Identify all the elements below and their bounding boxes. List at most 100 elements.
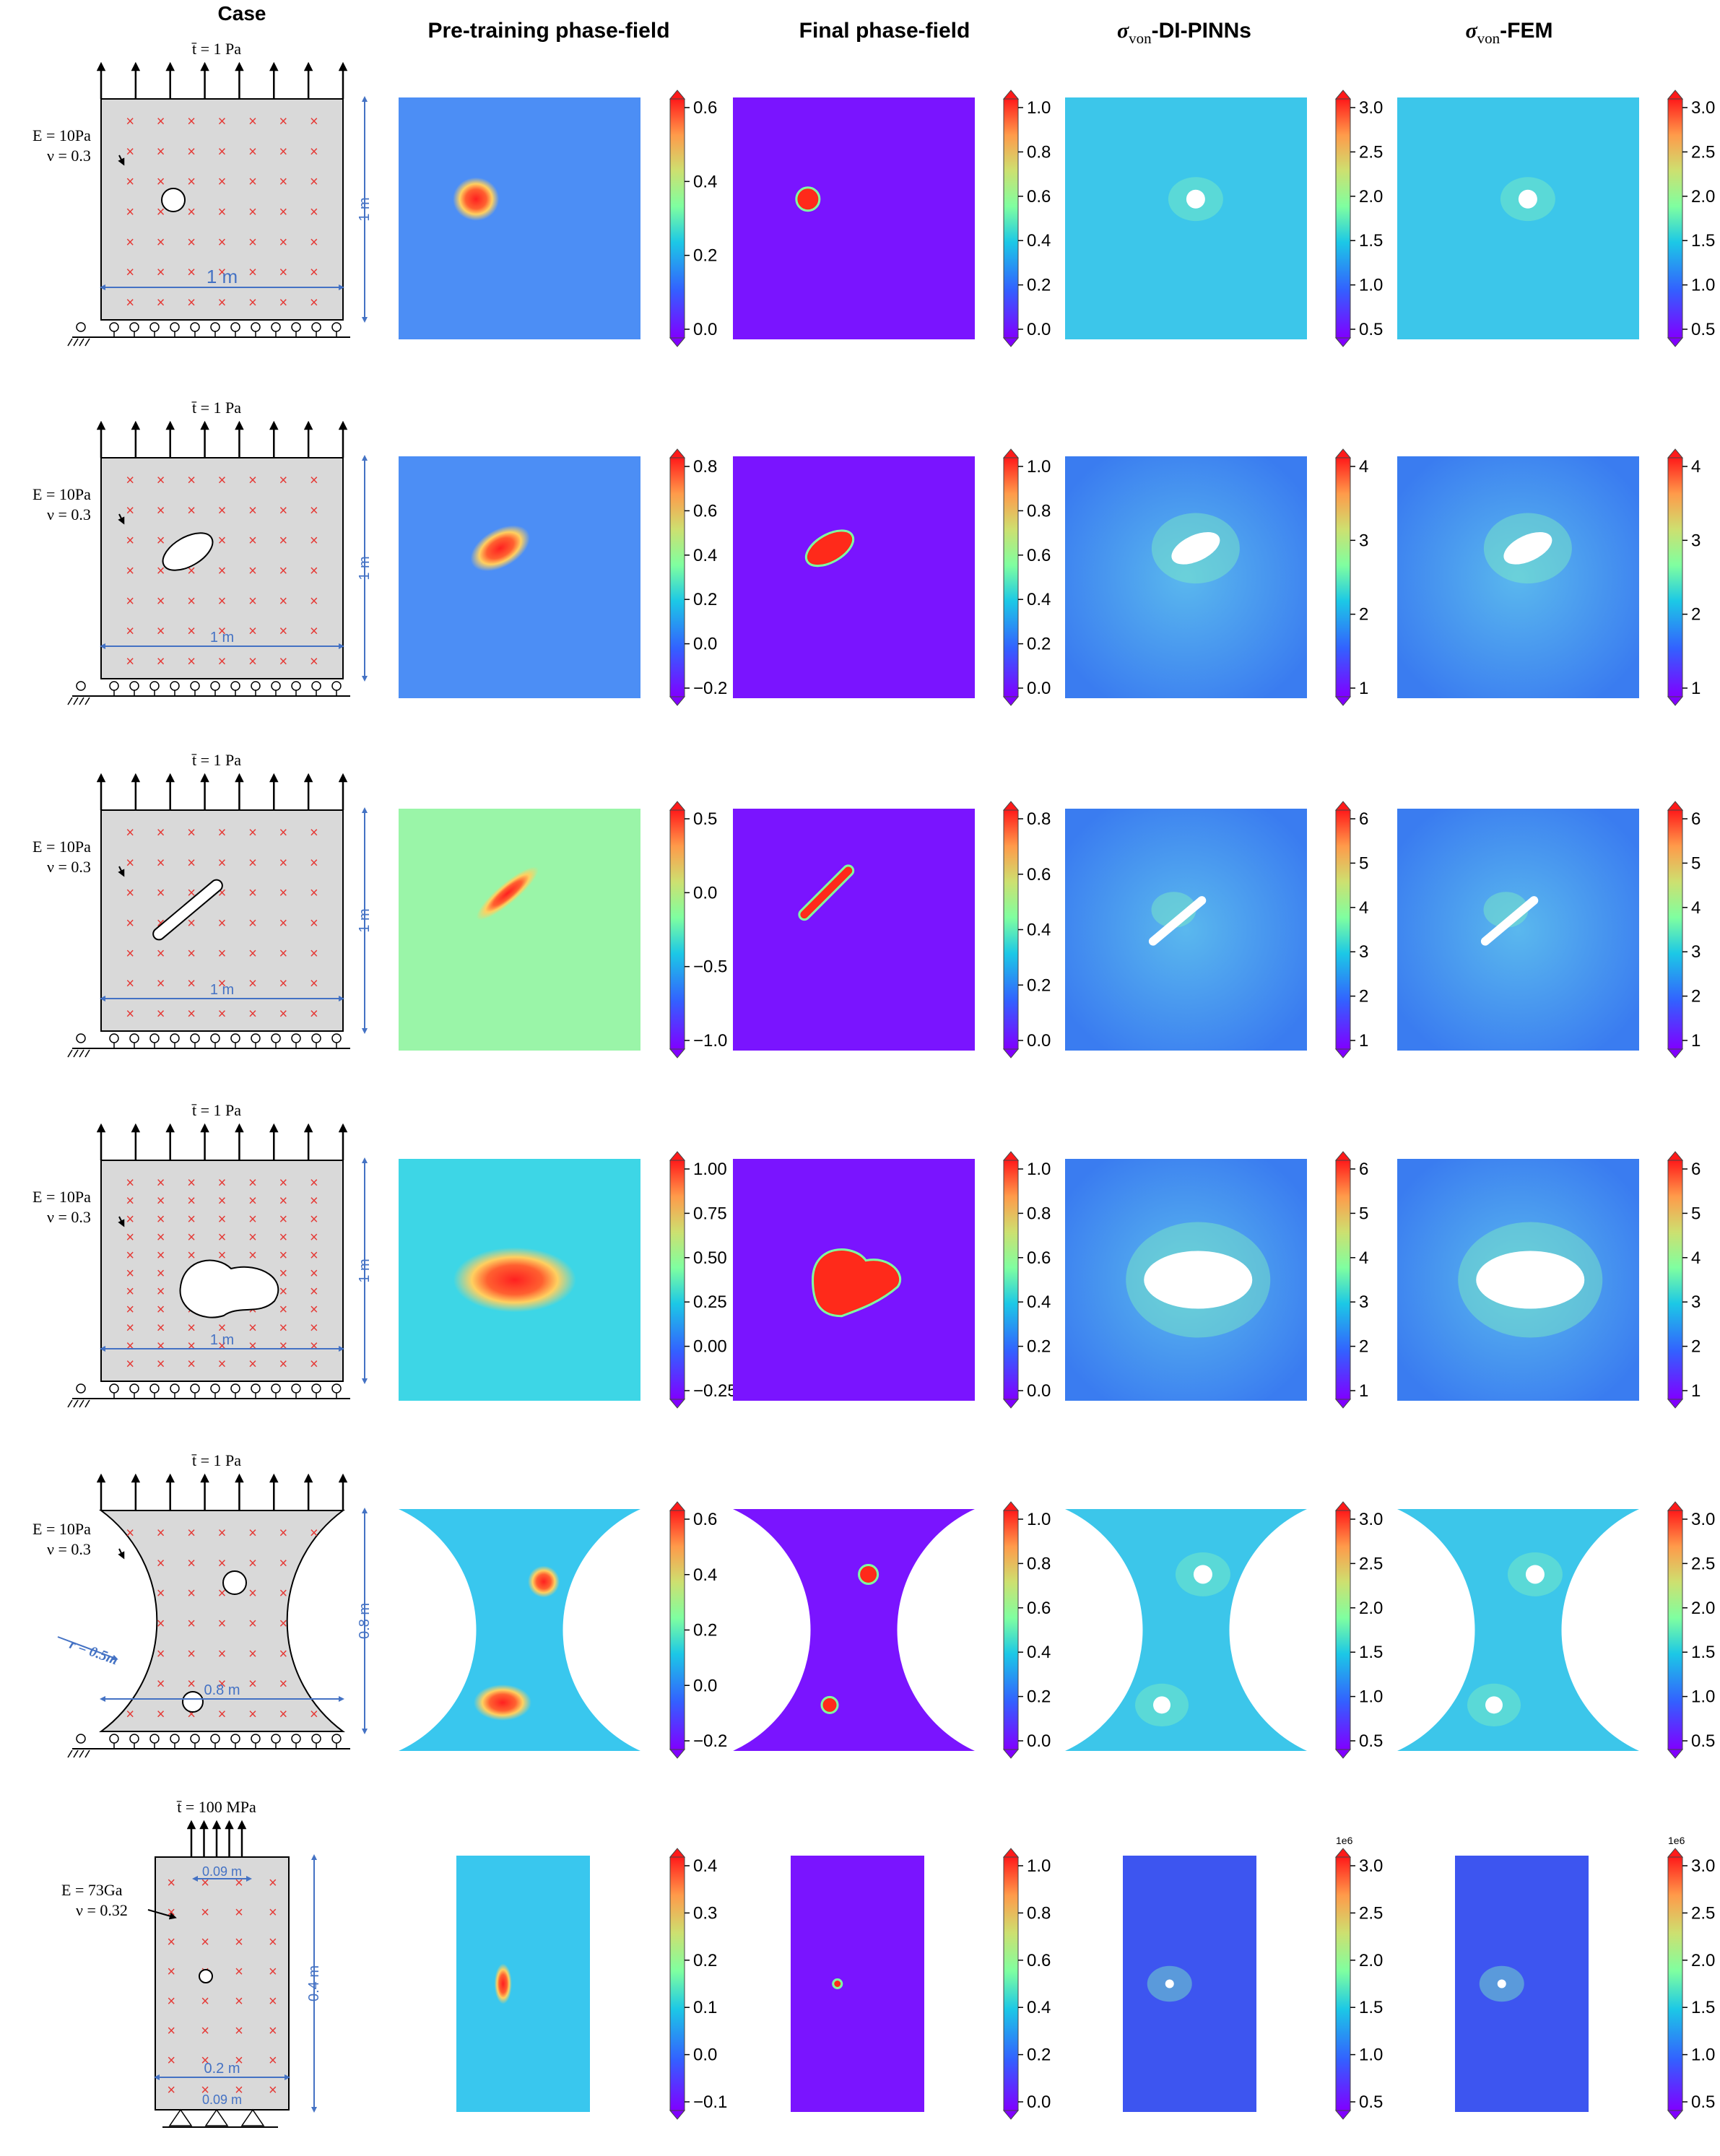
collocation-cross: × bbox=[187, 1248, 196, 1264]
collocation-cross: × bbox=[279, 1007, 288, 1022]
collocation-cross: × bbox=[279, 144, 288, 160]
colorbar-top-cap bbox=[1002, 448, 1020, 458]
damage-spot bbox=[528, 1565, 560, 1598]
roller-support bbox=[271, 1383, 281, 1394]
colorbar-tick-label: 0.0 bbox=[693, 320, 717, 339]
colorbar-tick-label: 0.1 bbox=[693, 1998, 717, 2017]
colorbar-tick-label: 6 bbox=[1691, 1160, 1701, 1179]
field-background bbox=[1123, 1856, 1256, 2112]
collocation-cross: × bbox=[218, 114, 227, 130]
defect-ellipse bbox=[162, 532, 214, 571]
collocation-cross: × bbox=[279, 976, 288, 992]
field-background bbox=[733, 97, 975, 339]
damage-region bbox=[832, 1978, 843, 1989]
collocation-cross: × bbox=[279, 174, 288, 190]
ground-hatch bbox=[73, 1749, 79, 1758]
collocation-cross: × bbox=[187, 855, 196, 871]
load-label: t̄ = 100 MPa bbox=[176, 1798, 256, 1816]
support-triangle bbox=[204, 2108, 229, 2126]
colorbar-tick-label: 0.4 bbox=[1027, 921, 1051, 940]
dipinn-content bbox=[1065, 809, 1307, 1051]
header-pretraining: Pre-training phase-field bbox=[427, 19, 669, 43]
roller-support bbox=[129, 681, 139, 691]
defect-irregular bbox=[179, 1259, 279, 1318]
collocation-cross: × bbox=[248, 1616, 257, 1632]
roller-support bbox=[331, 1734, 342, 1744]
final-content bbox=[733, 809, 975, 1051]
colorbar-tick-label: 0.75 bbox=[693, 1204, 727, 1223]
collocation-cross: × bbox=[248, 946, 257, 962]
radius-pointer bbox=[57, 1636, 118, 1661]
material-pointer bbox=[118, 1548, 125, 1560]
ground-hatch bbox=[84, 1049, 90, 1058]
colorbar-top-cap bbox=[1667, 1501, 1684, 1511]
dipinn-plot bbox=[1065, 456, 1307, 698]
colorbar-tick-label: 6 bbox=[1359, 809, 1368, 829]
collocation-cross: × bbox=[218, 1212, 227, 1227]
dipinn-colorbar: 3.0 2.5 2.0 1.5 1.0 0.5 bbox=[1334, 1501, 1383, 1759]
collocation-cross: × bbox=[248, 265, 257, 281]
colorbar-gradient bbox=[1003, 809, 1019, 1050]
colorbar-tick-label: 1.0 bbox=[1691, 2046, 1715, 2065]
field-background bbox=[733, 1509, 975, 1751]
colorbar-gradient bbox=[1335, 98, 1351, 339]
collocation-cross: × bbox=[157, 144, 165, 160]
colorbar-scale-exponent: 1e6 bbox=[1668, 1835, 1685, 1846]
colorbar-gradient bbox=[1335, 1856, 1351, 2111]
colorbar-tick-label: 2.5 bbox=[1691, 1554, 1715, 1573]
roller-support bbox=[331, 1383, 342, 1394]
sigma-subscript: von bbox=[1477, 30, 1500, 47]
field-background bbox=[399, 809, 640, 1051]
collocation-cross: × bbox=[157, 1357, 165, 1373]
collocation-cross: × bbox=[157, 1007, 165, 1022]
collocation-cross: × bbox=[126, 204, 134, 220]
hole bbox=[1171, 531, 1220, 565]
colorbar-tick-label: 0.2 bbox=[1027, 1337, 1051, 1357]
dipinn-plot bbox=[1065, 809, 1307, 1051]
collocation-cross: × bbox=[157, 624, 165, 640]
collocation-cross: × bbox=[201, 1994, 209, 2009]
material-E: E = 10Pa bbox=[32, 485, 91, 503]
colorbar-tick-label: 0.8 bbox=[1027, 1903, 1051, 1923]
collocation-cross: × bbox=[157, 1212, 165, 1227]
material-nu: ν = 0.3 bbox=[47, 147, 91, 165]
colorbar-top-cap bbox=[669, 1848, 686, 1858]
colorbar-gradient bbox=[1667, 1856, 1683, 2111]
fem-plot bbox=[1397, 809, 1639, 1051]
colorbar-tick-label: 0.6 bbox=[693, 1510, 717, 1529]
collocation-cross: × bbox=[126, 1284, 134, 1300]
hole bbox=[1476, 1251, 1585, 1309]
colorbar-bottom-cap bbox=[1667, 2110, 1684, 2120]
figure-rows: t̄ = 1 Pa × × × × × × × × × × × × × × × × × × × × × × × × × × × × × × ×… bbox=[32, 40, 1715, 2128]
collocation-cross: × bbox=[279, 1302, 288, 1318]
dipinn-plot bbox=[1065, 97, 1307, 339]
width-dimension: 1 m bbox=[210, 982, 234, 998]
figure-row: t̄ = 1 Pa × × × × × × × × × × × × × × × × × × × × × × × × × × × × × × ×… bbox=[32, 751, 1701, 1059]
collocation-cross: × bbox=[218, 1320, 227, 1336]
colorbar-bottom-cap bbox=[1667, 1048, 1684, 1059]
colorbar-tick-label: −0.2 bbox=[693, 1731, 727, 1751]
collocation-cross: × bbox=[157, 1677, 165, 1692]
colorbar-tick-label: 4 bbox=[1691, 898, 1701, 918]
damage-spot bbox=[470, 525, 530, 572]
colorbar-tick-label: 3 bbox=[1359, 942, 1368, 962]
roller-support bbox=[291, 1033, 301, 1043]
colorbar-tick-label: 5 bbox=[1359, 1204, 1368, 1223]
fem-content bbox=[1455, 1856, 1589, 2112]
collocation-cross: × bbox=[310, 1194, 318, 1209]
colorbar-tick-label: 0.2 bbox=[1027, 2046, 1051, 2065]
collocation-cross: × bbox=[248, 1230, 257, 1246]
colorbar-tick-label: 0.5 bbox=[693, 809, 717, 829]
pretrain-plot bbox=[399, 1159, 640, 1401]
figure-row: t̄ = 100 MPa × × × × × × × × × × × × × × × × × × × × × × × × × × × ×… bbox=[61, 1798, 1715, 2128]
material-nu: ν = 0.3 bbox=[47, 858, 91, 876]
colorbar-gradient bbox=[669, 98, 685, 339]
colorbar-tick-label: 1.0 bbox=[1027, 1160, 1051, 1179]
colorbar-tick-label: 1.0 bbox=[1027, 1856, 1051, 1876]
colorbar-top-cap bbox=[669, 801, 686, 811]
colorbar-top-cap bbox=[1667, 90, 1684, 100]
collocation-cross: × bbox=[126, 533, 134, 549]
hole bbox=[1485, 1696, 1503, 1714]
damage-band bbox=[476, 866, 539, 921]
damage-spot bbox=[474, 1685, 532, 1721]
